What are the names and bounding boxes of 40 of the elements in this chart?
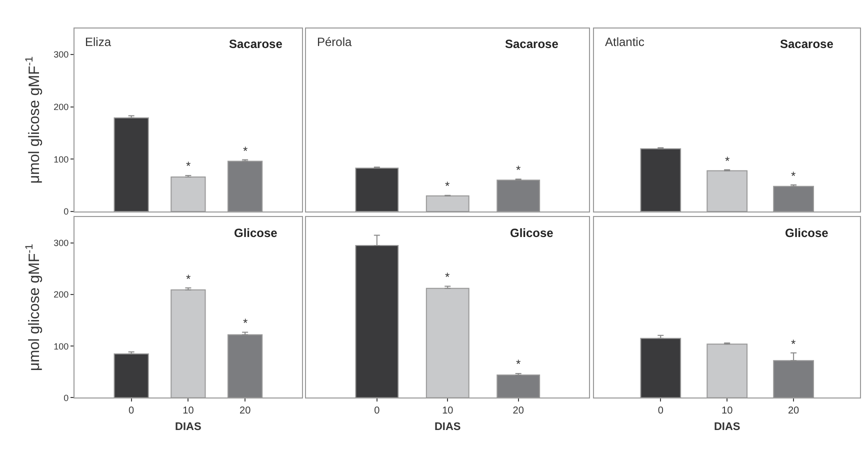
x-tick-label: 10 [722,406,734,417]
y-tick-label: 200 [54,102,69,112]
annotation: * [516,163,521,177]
text: Sacarose [780,37,834,51]
x-axis-title: DIAS [714,420,740,433]
annotation: * [725,154,730,168]
annotation: * [445,270,450,284]
y-tick-label: 300 [54,50,69,60]
y-tick-label: 200 [54,290,69,300]
x-tick-label: 20 [788,406,800,417]
annotation: * [516,357,521,371]
annotation: * [791,169,796,183]
x-tick-label: 10 [182,406,194,417]
annotation: * [445,179,450,193]
annotation: Atlantic [605,35,644,49]
text: Glicose [785,226,829,240]
annotation: * [186,272,191,286]
annotation: Pérola [317,35,352,49]
x-axis-title: DIAS [434,420,461,433]
x-tick-label: 0 [128,406,135,417]
text: Glicose [234,226,278,240]
annotation: * [791,337,796,351]
y-tick-label: 0 [64,206,69,217]
annotation: * [243,144,248,158]
text: Sacarose [505,37,559,51]
y-tick-label: 0 [64,392,69,403]
annotation: * [243,316,248,330]
y-tick-label: 100 [54,341,69,352]
x-tick-label: 0 [374,406,380,417]
x-tick-label: 0 [658,406,664,417]
x-tick-label: 20 [512,406,524,417]
x-tick-label: 10 [442,406,454,417]
y-tick-label: 300 [54,238,69,248]
x-axis-title: DIAS [175,420,202,433]
text: Sacarose [229,37,283,51]
y-tick-label: 100 [54,154,69,164]
text: Glicose [510,226,554,240]
annotation: * [186,159,191,173]
annotation: Eliza [85,35,112,49]
x-tick-label: 20 [240,406,252,417]
